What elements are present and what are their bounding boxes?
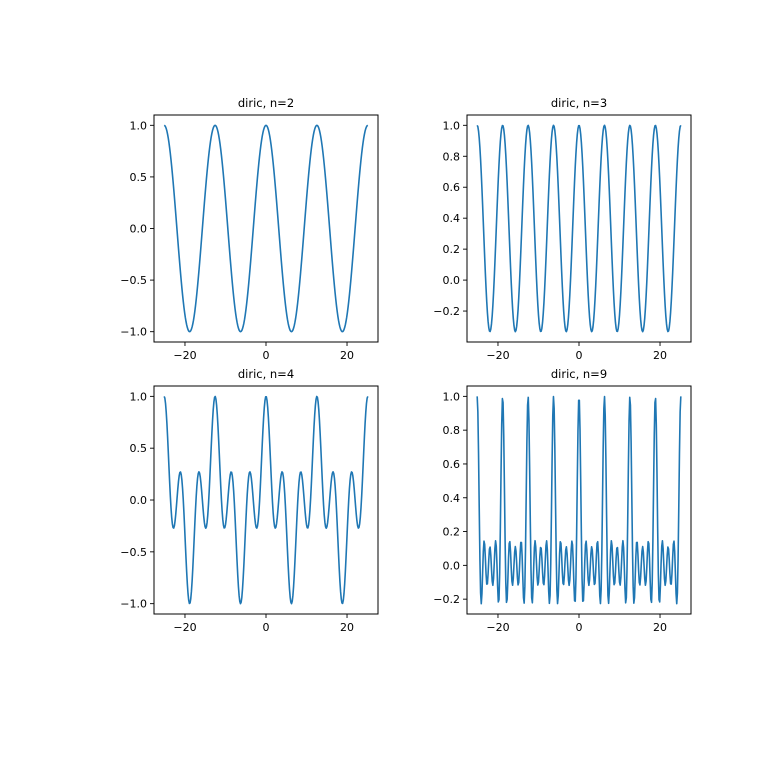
y-tick-label: −1.0	[120, 598, 147, 611]
y-tick-label: 0.5	[130, 442, 148, 455]
y-tick-label: 1.0	[443, 390, 461, 403]
subplot-4: −20 0 20 −0.2 0.0 0.2 0.4 0.6 0.8 1.0 diric, n=9	[433, 367, 692, 634]
subplot-title: diric, n=4	[238, 367, 294, 381]
x-tick-label: −20	[173, 349, 196, 362]
x-tick-label: 20	[653, 621, 667, 634]
x-tick-label: 0	[576, 349, 583, 362]
subplot-title: diric, n=9	[551, 367, 607, 381]
subplot-title: diric, n=2	[238, 96, 294, 110]
y-tick-label: 0.0	[130, 494, 148, 507]
x-tick-label: −20	[486, 621, 509, 634]
x-tick-label: 20	[653, 349, 667, 362]
y-tick-label: 0.5	[130, 171, 148, 184]
x-tick-label: 20	[340, 349, 354, 362]
y-tick-label: −0.2	[433, 593, 460, 606]
x-tick-label: 0	[576, 621, 583, 634]
series-line	[476, 395, 682, 605]
y-tick-label: 0.2	[443, 243, 461, 256]
subplot-1: −20 0 20 −1.0 −0.5 0.0 0.5 1.0 diric, n=2	[120, 96, 379, 362]
y-tick-label: −1.0	[120, 326, 147, 339]
y-tick-label: 0.0	[443, 274, 461, 287]
x-tick-label: −20	[173, 621, 196, 634]
y-tick-label: −0.5	[120, 546, 147, 559]
y-tick-label: 0.4	[443, 492, 461, 505]
series-line	[163, 395, 369, 605]
y-tick-label: 0.6	[443, 458, 461, 471]
x-tick-label: 0	[263, 349, 270, 362]
subplot-title: diric, n=3	[551, 96, 607, 110]
series-line	[476, 124, 682, 333]
y-tick-label: 1.0	[443, 119, 461, 132]
x-tick-label: −20	[486, 349, 509, 362]
y-tick-label: 1.0	[130, 119, 148, 132]
y-tick-label: 0.8	[443, 424, 461, 437]
series-line	[163, 124, 369, 333]
y-tick-label: 1.0	[130, 390, 148, 403]
x-tick-label: 20	[340, 621, 354, 634]
y-tick-label: 0.8	[443, 150, 461, 163]
subplot-3: −20 0 20 −1.0 −0.5 0.0 0.5 1.0 diric, n=4	[120, 367, 379, 634]
y-tick-label: 0.4	[443, 212, 461, 225]
y-tick-label: −0.5	[120, 274, 147, 287]
y-tick-label: 0.0	[130, 223, 148, 236]
y-tick-label: 0.0	[443, 559, 461, 572]
y-tick-label: 0.6	[443, 181, 461, 194]
subplot-2: −20 0 20 −0.2 0.0 0.2 0.4 0.6 0.8 1.0 diric, n=3	[433, 96, 692, 362]
y-tick-label: −0.2	[433, 305, 460, 318]
x-tick-label: 0	[263, 621, 270, 634]
y-tick-label: 0.2	[443, 526, 461, 539]
